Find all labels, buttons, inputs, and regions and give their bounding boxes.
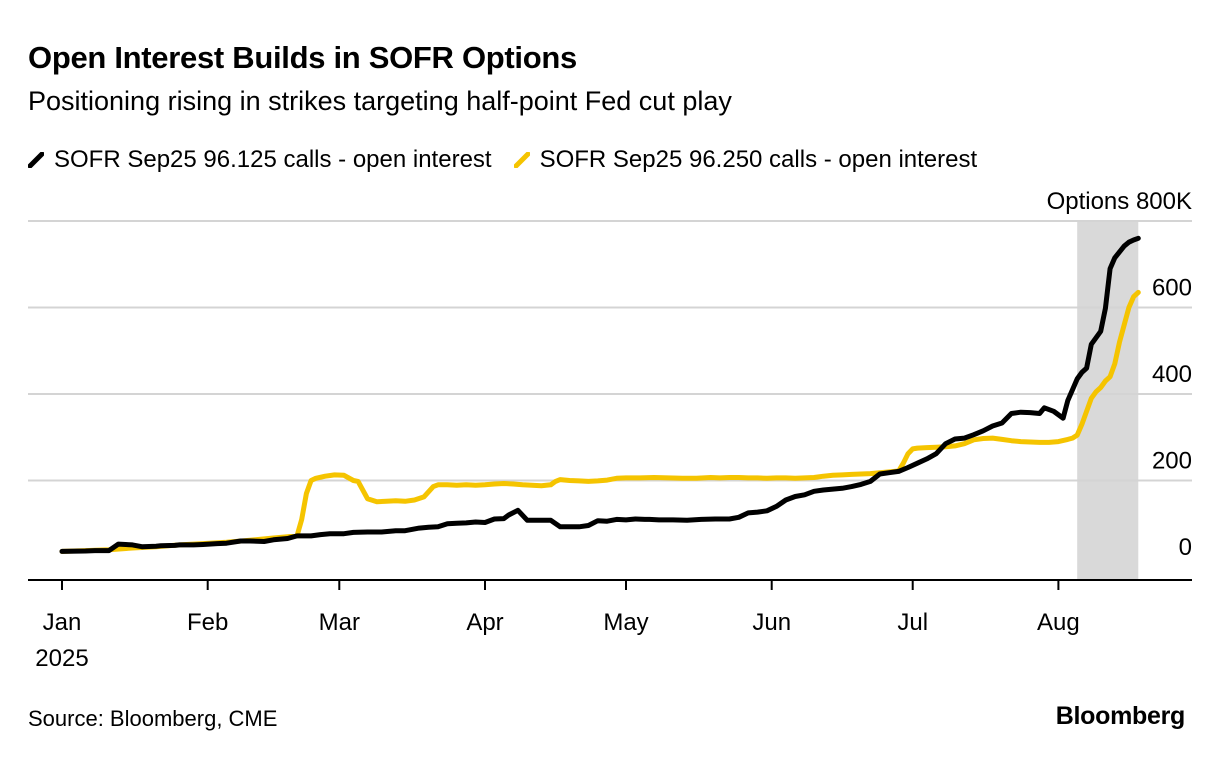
legend-label-series-1: SOFR Sep25 96.125 calls - open interest bbox=[54, 146, 492, 173]
x-tick-label-apr: Apr bbox=[466, 609, 503, 636]
y-tick-label-800: Options 800K bbox=[1047, 188, 1192, 215]
page-title: Open Interest Builds in SOFR Options bbox=[28, 40, 577, 75]
y-tick-label-400: 400 bbox=[1152, 361, 1192, 388]
x-tick-label-aug: Aug bbox=[1037, 609, 1080, 636]
legend-swatch-series-2 bbox=[513, 152, 530, 168]
legend-mark-series-2 bbox=[513, 152, 530, 168]
x-tick-label-feb: Feb bbox=[187, 609, 228, 636]
y-tick-label-0: 0 bbox=[1179, 534, 1192, 561]
x-tick-label-jul: Jul bbox=[897, 609, 928, 636]
legend-label-series-2: SOFR Sep25 96.250 calls - open interest bbox=[539, 146, 978, 173]
legend-item-series-2: SOFR Sep25 96.250 calls - open interest bbox=[513, 146, 978, 174]
y-tick-label-200: 200 bbox=[1152, 448, 1192, 475]
chart-legend: SOFR Sep25 96.125 calls - open interest … bbox=[28, 146, 999, 174]
series-line-2 bbox=[59, 289, 1141, 554]
legend-swatch-series-1 bbox=[28, 152, 44, 168]
line-chart: 0 200 400 600 Options 800K Jan Feb Mar Apr May Jun… bbox=[28, 188, 1192, 672]
x-year-label: 2025 bbox=[35, 645, 88, 672]
x-tick-label-jan: Jan bbox=[43, 609, 82, 636]
source-note: Source: Bloomberg, CME bbox=[28, 706, 278, 731]
x-tick-label-jun: Jun bbox=[752, 609, 791, 636]
y-tick-label-600: 600 bbox=[1152, 275, 1192, 302]
series-line-1 bbox=[59, 235, 1141, 554]
brand-logo: Bloomberg bbox=[1055, 702, 1186, 730]
legend-item-series-1: SOFR Sep25 96.125 calls - open interest bbox=[28, 146, 492, 174]
page-subtitle: Positioning rising in strikes targeting … bbox=[28, 86, 732, 116]
x-tick-label-mar: Mar bbox=[319, 609, 360, 636]
x-tick-label-may: May bbox=[603, 609, 648, 636]
legend-mark-series-1 bbox=[28, 152, 44, 168]
